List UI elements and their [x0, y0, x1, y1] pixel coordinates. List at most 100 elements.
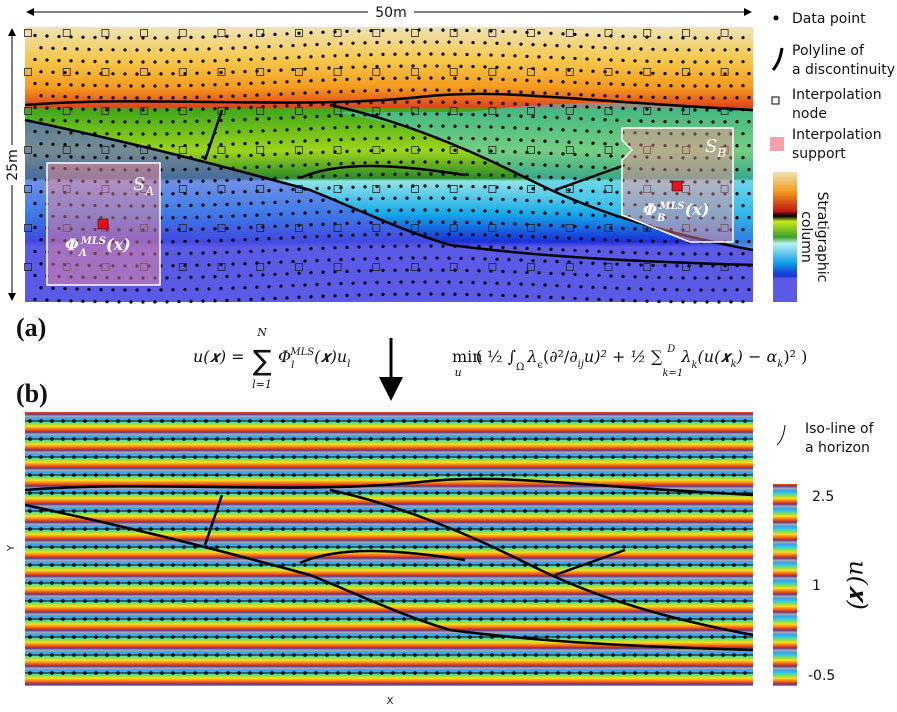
data-point: [495, 90, 498, 93]
data-point: [347, 437, 351, 441]
data-point: [391, 635, 395, 639]
data-point: [633, 563, 637, 567]
data-point: [424, 437, 428, 441]
data-point: [399, 233, 402, 236]
data-point: [153, 84, 156, 87]
data-point: [417, 172, 420, 175]
data-point: [523, 437, 527, 441]
data-point: [189, 60, 192, 63]
data-point: [393, 197, 396, 200]
data-point: [261, 297, 264, 300]
data-point: [171, 563, 175, 567]
data-point: [57, 35, 60, 38]
data-point: [424, 473, 428, 477]
data-point: [303, 419, 307, 423]
data-point: [655, 491, 659, 495]
data-point: [567, 671, 571, 675]
data-point: [39, 437, 43, 441]
data-point: [609, 250, 612, 253]
data-point: [429, 292, 432, 295]
data-point: [457, 563, 461, 567]
data-point: [589, 671, 593, 675]
equation-right: minu( ½ ∫Ωλϵ(∂²/∂iju)² + ½ ∑k=1Dλk(u(𝒙k)…: [452, 344, 807, 379]
data-point: [111, 72, 114, 75]
data-point: [699, 72, 702, 75]
data-point: [723, 48, 726, 51]
data-point: [688, 635, 692, 639]
data-point: [429, 148, 432, 151]
data-point: [380, 545, 384, 549]
data-point: [457, 671, 461, 675]
data-point: [195, 192, 198, 195]
data-point: [732, 527, 736, 531]
data-point: [622, 635, 626, 639]
data-point: [429, 196, 432, 199]
data-point: [489, 197, 492, 200]
data-point: [507, 114, 510, 117]
data-point: [561, 272, 564, 275]
data-point: [675, 264, 678, 267]
data-point: [94, 563, 98, 567]
data-point: [710, 545, 714, 549]
data-point: [325, 491, 329, 495]
data-point: [519, 259, 522, 262]
data-point: [123, 288, 126, 291]
data-point: [655, 635, 659, 639]
data-point: [325, 599, 329, 603]
data-point: [303, 473, 307, 477]
data-point: [479, 491, 483, 495]
data-point: [441, 52, 444, 55]
data-point: [314, 671, 318, 675]
data-point: [525, 127, 528, 130]
data-point: [83, 635, 87, 639]
data-point: [243, 94, 246, 97]
data-point: [501, 198, 504, 201]
data-point: [611, 437, 615, 441]
data-point: [291, 284, 294, 287]
data-point: [138, 491, 142, 495]
data-point: [413, 581, 417, 585]
data-point: [545, 509, 549, 513]
data-point: [182, 473, 186, 477]
data-point: [153, 300, 156, 303]
data-point: [600, 563, 604, 567]
data-point: [675, 288, 678, 291]
data-point: [259, 455, 263, 459]
data-point: [281, 581, 285, 585]
data-point: [57, 59, 60, 62]
data-point: [589, 581, 593, 585]
data-point: [189, 84, 192, 87]
data-point: [732, 599, 736, 603]
data-point: [369, 491, 373, 495]
data-point: [138, 617, 142, 621]
data-point: [603, 286, 606, 289]
data-point: [339, 42, 342, 45]
data-point: [549, 32, 552, 35]
data-point: [477, 293, 480, 296]
data-point: [116, 509, 120, 513]
data-point: [743, 527, 747, 531]
data-point: [633, 419, 637, 423]
data-point: [33, 274, 36, 277]
data-point: [303, 653, 307, 657]
data-point: [259, 527, 263, 531]
data-point: [479, 509, 483, 513]
data-point: [507, 138, 510, 141]
data-point: [327, 258, 330, 261]
data-point: [237, 419, 241, 423]
data-point: [585, 249, 588, 252]
data-point: [578, 527, 582, 531]
data-point: [402, 617, 406, 621]
data-point: [417, 244, 420, 247]
data-point: [369, 581, 373, 585]
data-point: [141, 300, 144, 303]
data-point: [429, 172, 432, 175]
data-point: [655, 437, 659, 441]
data-point: [490, 563, 494, 567]
data-point: [72, 653, 76, 657]
data-point: [259, 545, 263, 549]
data-point: [446, 563, 450, 567]
data-point: [279, 44, 282, 47]
data-point: [512, 545, 516, 549]
data-point: [159, 144, 162, 147]
